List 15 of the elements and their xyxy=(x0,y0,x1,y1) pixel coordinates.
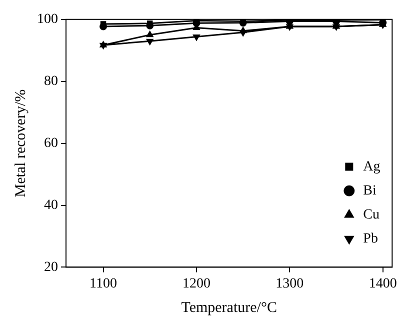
x-tick-label: 1400 xyxy=(368,276,397,292)
y-tick-label: 40 xyxy=(44,198,58,213)
y-tick-label: 80 xyxy=(44,74,58,90)
legend-label: Bi xyxy=(363,183,376,198)
x-tick-label: 1300 xyxy=(276,276,304,292)
legend-label: Ag xyxy=(363,159,380,174)
x-tick-label: 1200 xyxy=(182,276,210,292)
y-tick-label: 60 xyxy=(44,136,58,151)
legend-label: Pb xyxy=(363,231,378,246)
y-tick-label: 100 xyxy=(37,12,58,28)
legend-label: Cu xyxy=(363,207,380,222)
x-axis-title: Temperature/°C xyxy=(181,300,277,316)
y-axis-title: Metal recovery/% xyxy=(12,89,29,198)
x-tick-label: 1100 xyxy=(90,276,118,292)
y-tick-label: 20 xyxy=(44,260,58,275)
